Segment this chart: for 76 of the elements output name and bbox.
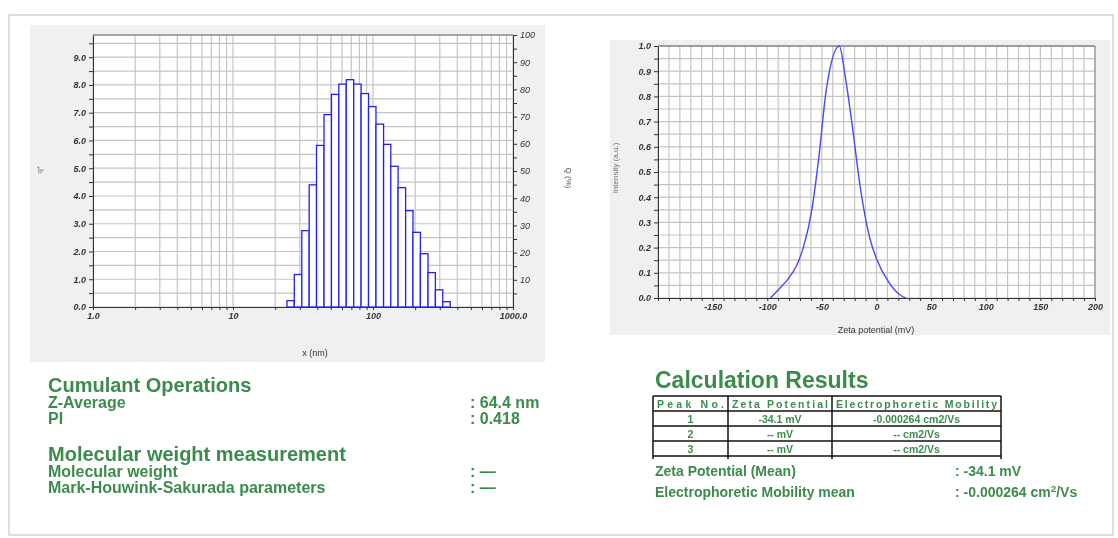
text: Calculation Results [655, 367, 869, 393]
y2-tick-label: 50 [520, 166, 531, 177]
y-tick-label: 7.0 [73, 108, 86, 119]
y-tick-label: 8.0 [73, 80, 86, 91]
text: -- cm2/Vs [893, 442, 940, 455]
y2-tick-label: 10 [520, 275, 531, 286]
x-tick-label: -100 [758, 302, 777, 313]
x-tick-label: -50 [815, 302, 829, 313]
y-tick-label: 0.0 [73, 302, 86, 313]
text: 2 [687, 427, 694, 440]
text: Cumulant Operations [48, 374, 252, 396]
y-tick-label: 0.7 [638, 116, 652, 127]
text: -- cm2/Vs [893, 427, 940, 440]
x-tick-label: 0 [874, 302, 880, 313]
y2-tick-label: 80 [520, 84, 531, 95]
text: Molecular weight [48, 463, 179, 480]
text: : — [470, 463, 496, 480]
y-tick-label: 0.9 [638, 66, 651, 77]
y-tick-label: 0.0 [638, 293, 651, 304]
text: : -0.000264 cm$^{2}$/Vs [955, 482, 1078, 500]
text: Electrophoretic Mobility mean [655, 484, 855, 500]
y2-tick-label: 40 [520, 193, 531, 204]
y2-tick-label: 90 [520, 57, 531, 68]
text: : — [470, 479, 496, 496]
y-tick-label: 3.0 [73, 219, 86, 230]
text: 1 [687, 412, 694, 425]
y-tick-label: 6.0 [73, 135, 86, 146]
y-tick-label: 0.4 [638, 192, 651, 203]
y-tick-label: 0.3 [638, 217, 651, 228]
y-tick-label: 0.5 [638, 167, 652, 178]
y2-tick-label: 30 [520, 220, 531, 231]
x-tick-label: -150 [704, 302, 723, 313]
y-tick-label: 0.6 [638, 142, 652, 153]
x-axis-title: Zeta potential (mV) [837, 325, 915, 335]
text: -- mV [766, 427, 794, 440]
x-tick-label: 100 [978, 302, 994, 313]
y-tick-label: 2.0 [72, 246, 86, 257]
y-tick-label: 0.2 [638, 242, 651, 253]
y2-tick-label: 60 [520, 139, 531, 150]
text: Mark-Houwink-Sakurada parameters [48, 479, 326, 496]
x-tick-label: 150 [1033, 302, 1049, 313]
text: PI [48, 410, 64, 427]
text: -0.000264 cm2/Vs [873, 412, 961, 425]
x-tick-label: 1000.0 [499, 311, 528, 322]
y-tick-label: 1.0 [73, 274, 86, 285]
y-tick-label: 0.8 [638, 91, 651, 102]
y2-tick-label: 100 [520, 30, 536, 41]
text: -- mV [766, 442, 794, 455]
text: -34.1 mV [758, 412, 802, 425]
y2-tick-label: 70 [520, 111, 531, 122]
text: Molecular weight measurement [48, 443, 347, 465]
line-series [769, 45, 907, 299]
x-tick-label: 50 [926, 302, 937, 313]
text: Zeta Potential (Mean) [655, 463, 796, 479]
y-tick-label: 4.0 [72, 191, 86, 202]
y2-tick-label: 20 [519, 247, 531, 258]
text: : -34.1 mV [955, 463, 1022, 479]
y2-axis-title: Q (%) [564, 167, 573, 189]
text: 3 [687, 442, 694, 455]
y-axis-title: Intensity (a.u.) [611, 142, 620, 194]
text: Electrophoretic Mobility [836, 397, 998, 410]
x-tick-label: 1.0 [87, 311, 100, 322]
text: Zeta Potential [732, 397, 829, 410]
x-axis-title: x (nm) [302, 348, 328, 358]
text: Peak No. [657, 397, 725, 410]
y-tick-label: 1.0 [638, 41, 651, 52]
x-tick-label: 200 [1086, 302, 1104, 313]
y-axis-title: q* [35, 166, 44, 174]
y-tick-label: 0.1 [638, 268, 651, 279]
x-tick-label: 10 [228, 311, 239, 322]
x-tick-label: 100 [365, 311, 382, 322]
y-tick-label: 5.0 [73, 163, 86, 174]
text: Z-Average [48, 394, 126, 411]
text: : 64.4 nm [470, 394, 540, 411]
text: : 0.418 [470, 410, 520, 427]
y-tick-label: 9.0 [73, 52, 86, 63]
